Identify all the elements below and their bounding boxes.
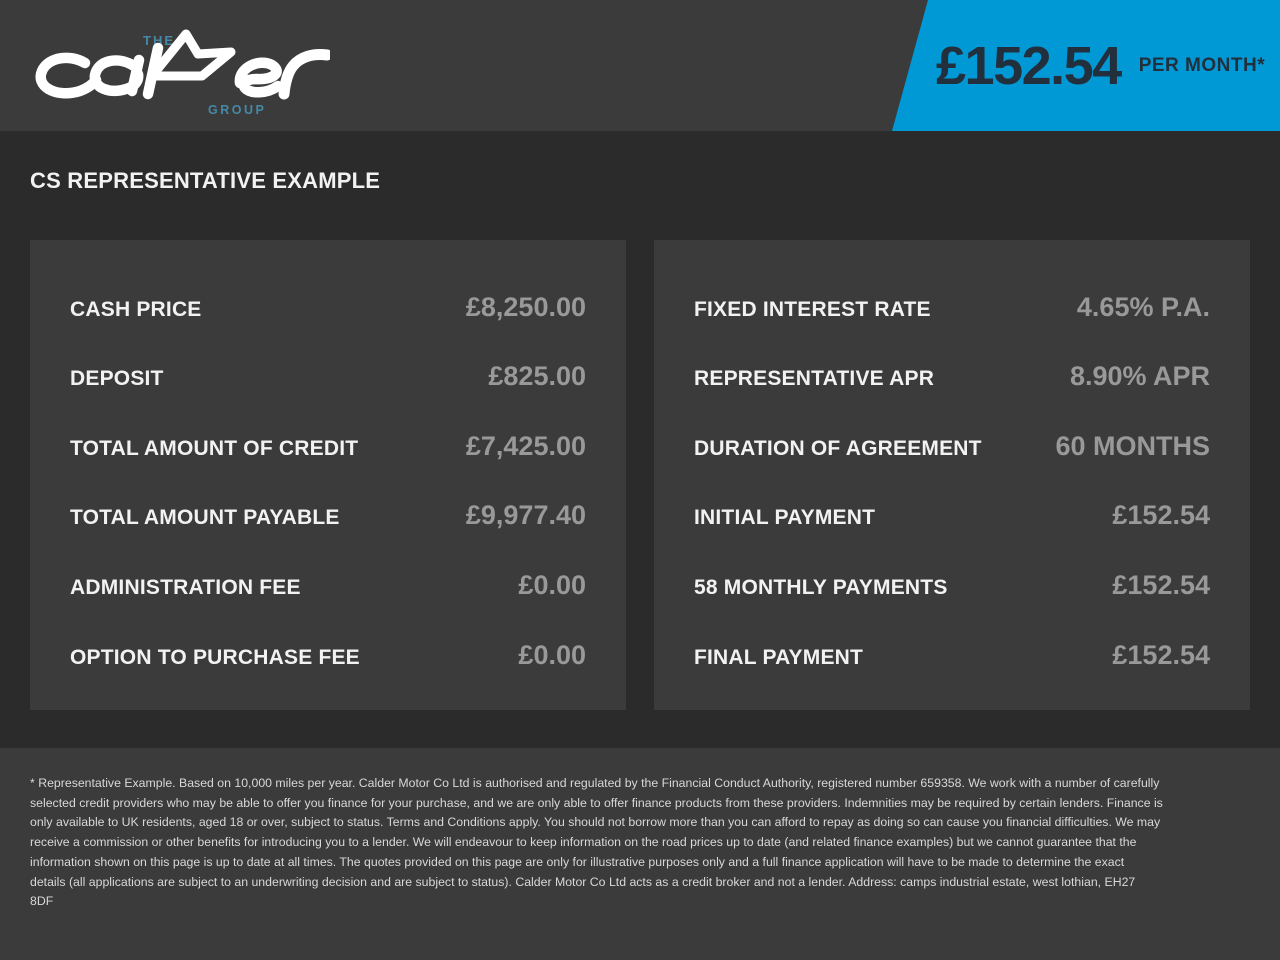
svg-text:GROUP: GROUP (208, 103, 266, 117)
